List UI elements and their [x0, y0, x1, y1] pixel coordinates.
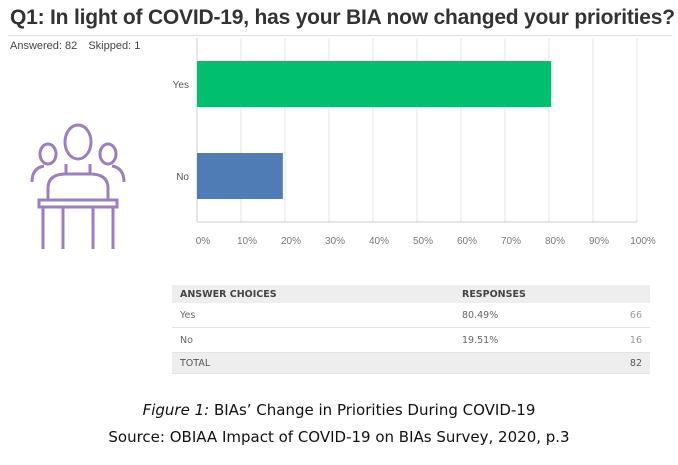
answered-count: Answered: 82	[10, 40, 78, 52]
response-stats: Answered: 82 Skipped: 1	[10, 40, 148, 52]
header-responses: RESPONSES	[454, 285, 599, 303]
x-tick-label: 40%	[369, 236, 389, 247]
speaker-podium-icon	[30, 123, 126, 249]
bar-yes	[197, 61, 552, 107]
total-percent	[454, 352, 599, 374]
x-tick-label: 100%	[630, 236, 656, 247]
question-title: Q1: In light of COVID-19, has your BIA n…	[10, 6, 675, 29]
y-category-label: Yes	[173, 80, 189, 91]
bar-no	[197, 153, 283, 199]
header-count	[598, 285, 650, 303]
table-header: ANSWER CHOICES RESPONSES	[172, 285, 650, 303]
answer-cell: Yes	[172, 303, 454, 328]
x-tick-label: 0%	[196, 236, 211, 247]
percent-cell: 19.51%	[454, 327, 599, 353]
figure-label: Figure 1:	[142, 401, 210, 419]
x-tick-label: 20%	[281, 236, 301, 247]
divider	[8, 35, 672, 36]
skipped-count: Skipped: 1	[88, 40, 141, 52]
x-tick-label: 90%	[589, 236, 609, 247]
y-category-label: No	[176, 172, 189, 183]
header-answer-choices: ANSWER CHOICES	[172, 285, 454, 303]
x-tick-label: 30%	[325, 236, 345, 247]
response-table: ANSWER CHOICES RESPONSES Yes 80.49% 66 No 19…	[172, 285, 650, 374]
bar-chart: 0% 10% 20% 30% 40% 50% 60% 70% 80% 90% 100% Yes No	[173, 38, 656, 247]
x-tick-label: 80%	[545, 236, 565, 247]
count-cell: 66	[598, 303, 650, 328]
total-row: TOTAL 82	[172, 352, 650, 374]
table-row: Yes 80.49% 66	[172, 303, 650, 328]
answer-cell: No	[172, 327, 454, 353]
x-tick-label: 70%	[501, 236, 521, 247]
figure-title: BIAs’ Change in Priorities During COVID-…	[209, 401, 536, 419]
x-tick-label: 50%	[413, 236, 433, 247]
figure-source: Source: OBIAA Impact of COVID-19 on BIAs…	[108, 428, 570, 446]
percent-cell: 80.49%	[454, 303, 599, 328]
figure-caption: Figure 1: BIAs’ Change in Priorities Dur…	[0, 401, 678, 419]
x-tick-label: 60%	[457, 236, 477, 247]
x-tick-label: 10%	[237, 236, 257, 247]
total-count: 82	[598, 352, 650, 374]
table-row: No 19.51% 16	[172, 327, 650, 353]
count-cell: 16	[598, 327, 650, 353]
total-label: TOTAL	[172, 352, 454, 374]
